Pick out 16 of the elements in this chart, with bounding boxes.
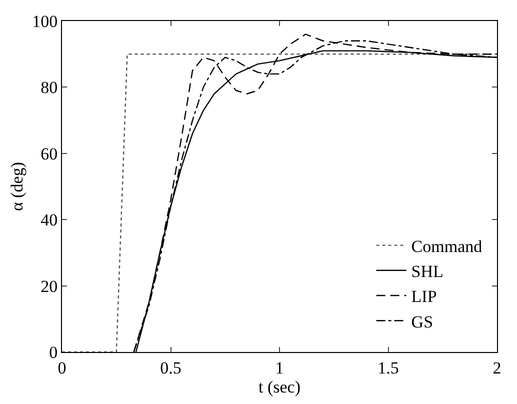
- legend-label: SHL: [411, 262, 444, 282]
- legend-label: GS: [411, 312, 434, 332]
- x-tick-label: 2: [492, 358, 502, 378]
- y-tick-label: 60: [40, 144, 58, 164]
- y-axis-title: α (deg): [8, 162, 27, 212]
- y-tick-label: 100: [32, 12, 58, 31]
- y-tick-label: 40: [40, 210, 58, 230]
- legend-label: Command: [411, 236, 483, 256]
- x-tick-label: 1.5: [378, 358, 399, 378]
- y-tick-label: 0: [49, 342, 58, 362]
- x-axis-title: t (sec): [258, 377, 301, 396]
- x-tick-label: 0.5: [160, 358, 182, 378]
- x-tick-label: 1: [275, 358, 284, 378]
- legend-label: LIP: [411, 287, 437, 306]
- y-tick-label: 20: [40, 276, 58, 296]
- y-tick-label: 80: [40, 78, 58, 98]
